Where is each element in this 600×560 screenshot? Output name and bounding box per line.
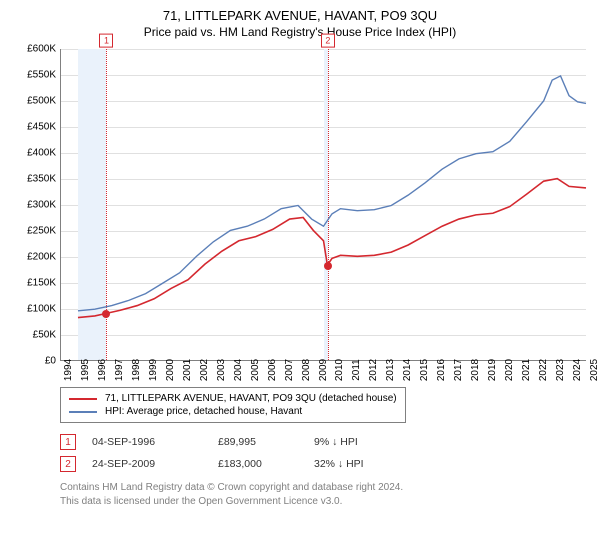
x-axis-label: 2012 [368,359,379,381]
series-line [78,179,586,318]
x-axis-label: 2015 [419,359,430,381]
x-axis-label: 2011 [351,359,362,381]
x-axis-label: 2017 [453,359,464,381]
x-axis-label: 2014 [402,359,413,381]
event-price: £183,000 [218,458,298,470]
footer-line-2: This data is licensed under the Open Gov… [60,495,586,509]
x-axis-label: 2023 [555,359,566,381]
y-axis-label: £600K [14,44,56,55]
event-badge: 2 [60,456,76,472]
chart-area: 12 £0 £50K £100K £150K £200K £250K £300K £350K £… [14,49,586,381]
x-axis-label: 2010 [334,359,345,381]
x-axis-label: 2016 [436,359,447,381]
event-marker-badge: 2 [321,34,335,48]
legend: 71, LITTLEPARK AVENUE, HAVANT, PO9 3QU (… [60,387,406,423]
x-axis-label: 2003 [216,359,227,381]
x-axis-label: 2006 [267,359,278,381]
x-axis-label: 2022 [538,359,549,381]
legend-swatch [69,411,97,413]
y-axis-label: £150K [14,278,56,289]
x-axis-label: 2009 [318,359,329,381]
x-axis-label: 1997 [114,359,125,381]
y-axis-label: £50K [14,330,56,341]
event-delta: 9% ↓ HPI [314,436,424,448]
x-axis-label: 2007 [284,359,295,381]
y-axis-label: £500K [14,96,56,107]
x-axis-label: 2019 [487,359,498,381]
plot-region: 12 [60,49,586,361]
x-axis-label: 1995 [80,359,91,381]
events-table: 1 04-SEP-1996 £89,995 9% ↓ HPI 2 24-SEP-2009 £… [60,431,586,475]
y-axis-label: £200K [14,252,56,263]
x-axis-label: 2000 [165,359,176,381]
y-axis-label: £550K [14,70,56,81]
legend-swatch [69,398,97,400]
x-axis-label: 1994 [63,359,74,381]
event-price: £89,995 [218,436,298,448]
chart-title: 71, LITTLEPARK AVENUE, HAVANT, PO9 3QU [14,8,586,23]
legend-item: 71, LITTLEPARK AVENUE, HAVANT, PO9 3QU (… [69,392,397,405]
series-svg [61,49,586,360]
y-axis-label: £300K [14,200,56,211]
sale-point-dot [102,310,110,318]
y-axis-label: £250K [14,226,56,237]
x-axis-label: 2001 [182,359,193,381]
event-delta: 32% ↓ HPI [314,458,424,470]
y-axis-label: £350K [14,174,56,185]
y-axis-label: £100K [14,304,56,315]
event-badge: 1 [60,434,76,450]
x-axis-label: 2020 [504,359,515,381]
event-row: 1 04-SEP-1996 £89,995 9% ↓ HPI [60,431,586,453]
legend-item: HPI: Average price, detached house, Hava… [69,405,397,418]
x-axis-label: 2024 [572,359,583,381]
y-axis-label: £450K [14,122,56,133]
x-axis-label: 1999 [148,359,159,381]
footer-line-1: Contains HM Land Registry data © Crown c… [60,481,586,495]
sale-point-dot [324,262,332,270]
x-axis-label: 2013 [385,359,396,381]
event-row: 2 24-SEP-2009 £183,000 32% ↓ HPI [60,453,586,475]
y-axis-label: £0 [14,356,56,367]
legend-label: HPI: Average price, detached house, Hava… [105,406,302,417]
event-date: 24-SEP-2009 [92,458,202,470]
footer-attribution: Contains HM Land Registry data © Crown c… [60,481,586,508]
legend-label: 71, LITTLEPARK AVENUE, HAVANT, PO9 3QU (… [105,393,397,404]
x-axis-label: 1998 [131,359,142,381]
x-axis-label: 2021 [521,359,532,381]
x-axis-label: 2025 [589,359,600,381]
x-axis-label: 2002 [199,359,210,381]
x-axis-label: 2008 [301,359,312,381]
x-axis-label: 1996 [97,359,108,381]
x-axis-label: 2004 [233,359,244,381]
x-axis-label: 2018 [470,359,481,381]
y-axis-label: £400K [14,148,56,159]
event-date: 04-SEP-1996 [92,436,202,448]
x-axis-label: 2005 [250,359,261,381]
series-line [78,76,586,311]
event-marker-badge: 1 [99,34,113,48]
